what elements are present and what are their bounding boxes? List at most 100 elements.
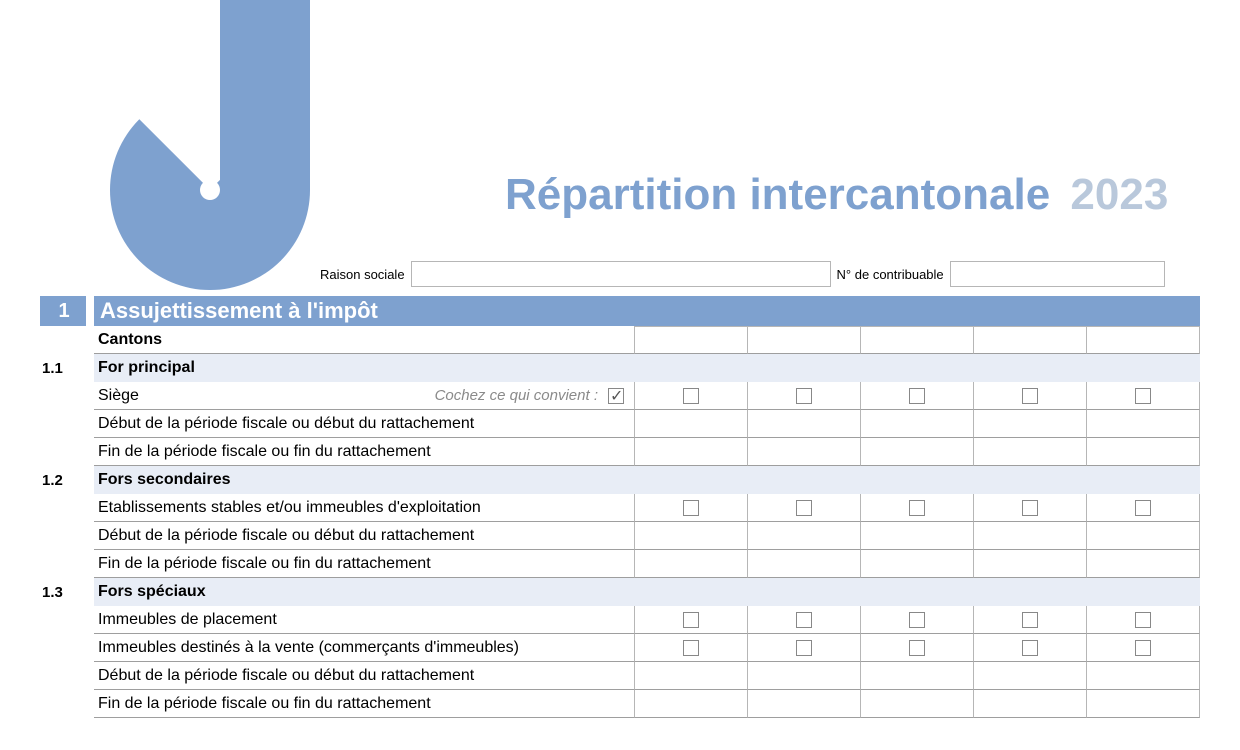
imm-vente-label: Immeubles destinés à la vente (commerçan…	[94, 634, 634, 662]
fin-1-3-label: Fin de la période fiscale ou fin du ratt…	[94, 690, 634, 718]
imm-plac-cell-1	[634, 606, 747, 634]
fin-1-2-cell-5[interactable]	[1086, 550, 1200, 578]
fin-1-1-cell-3[interactable]	[860, 438, 973, 466]
debut-1-1-cell-4[interactable]	[973, 410, 1086, 438]
debut-1-3-label: Début de la période fiscale ou début du …	[94, 662, 634, 690]
debut-1-2-cell-5[interactable]	[1086, 522, 1200, 550]
imm-plac-label: Immeubles de placement	[94, 606, 634, 634]
siege-checkbox-3[interactable]	[909, 388, 925, 404]
etab-cell-5	[1086, 494, 1200, 522]
fin-1-3-cell-2[interactable]	[747, 690, 860, 718]
imm-vente-cell-4	[973, 634, 1086, 662]
imm-vente-checkbox-2[interactable]	[796, 640, 812, 656]
debut-1-2-cell-1[interactable]	[634, 522, 747, 550]
canton-col-1[interactable]	[634, 326, 747, 354]
imm-vente-checkbox-5[interactable]	[1135, 640, 1151, 656]
fin-1-3-cell-5[interactable]	[1086, 690, 1200, 718]
debut-1-3-cell-3[interactable]	[860, 662, 973, 690]
canton-col-4[interactable]	[973, 326, 1086, 354]
debut-1-1-cell-3[interactable]	[860, 410, 973, 438]
logo-letter-j	[110, 0, 310, 290]
imm-vente-checkbox-3[interactable]	[909, 640, 925, 656]
debut-1-3-cell-2[interactable]	[747, 662, 860, 690]
fin-1-1-cell-4[interactable]	[973, 438, 1086, 466]
imm-vente-checkbox-1[interactable]	[683, 640, 699, 656]
siege-hint: Cochez ce qui convient :	[435, 387, 598, 404]
fin-1-2-cell-3[interactable]	[860, 550, 973, 578]
imm-plac-cell-2	[747, 606, 860, 634]
fin-1-2-cell-2[interactable]	[747, 550, 860, 578]
etab-cell-3	[860, 494, 973, 522]
subsection-1-1-num: 1.1	[40, 354, 94, 382]
debut-1-3-cell-1[interactable]	[634, 662, 747, 690]
fin-1-3-cell-3[interactable]	[860, 690, 973, 718]
row-fin-1-3: Fin de la période fiscale ou fin du ratt…	[40, 690, 1200, 718]
title-main: Répartition intercantonale	[505, 170, 1050, 219]
canton-col-5[interactable]	[1086, 326, 1200, 354]
siege-checkbox-2[interactable]	[796, 388, 812, 404]
contribuable-label: N° de contribuable	[837, 267, 944, 282]
imm-vente-cell-3	[860, 634, 973, 662]
debut-1-2-cell-3[interactable]	[860, 522, 973, 550]
fin-1-1-cell-5[interactable]	[1086, 438, 1200, 466]
debut-1-2-cell-2[interactable]	[747, 522, 860, 550]
imm-plac-checkbox-1[interactable]	[683, 612, 699, 628]
imm-plac-checkbox-5[interactable]	[1135, 612, 1151, 628]
imm-vente-cell-1	[634, 634, 747, 662]
fin-1-2-cell-4[interactable]	[973, 550, 1086, 578]
imm-plac-checkbox-3[interactable]	[909, 612, 925, 628]
fin-1-1-cell-2[interactable]	[747, 438, 860, 466]
imm-plac-cell-5	[1086, 606, 1200, 634]
etab-label: Etablissements stables et/ou immeubles d…	[94, 494, 634, 522]
subsection-1-2: 1.2 Fors secondaires	[40, 466, 1200, 494]
imm-plac-cell-3	[860, 606, 973, 634]
fin-1-2-cell-1[interactable]	[634, 550, 747, 578]
siege-label: Siège Cochez ce qui convient :	[94, 382, 634, 410]
fin-1-3-cell-4[interactable]	[973, 690, 1086, 718]
fin-1-1-label: Fin de la période fiscale ou fin du ratt…	[94, 438, 634, 466]
siege-text: Siège	[98, 387, 139, 405]
fin-1-3-cell-1[interactable]	[634, 690, 747, 718]
imm-vente-checkbox-4[interactable]	[1022, 640, 1038, 656]
siege-cell-5	[1086, 382, 1200, 410]
siege-checkbox-5[interactable]	[1135, 388, 1151, 404]
canton-col-3[interactable]	[860, 326, 973, 354]
fin-1-1-cell-1[interactable]	[634, 438, 747, 466]
page-title: Répartition intercantonale 2023	[505, 170, 1205, 220]
cantons-label: Cantons	[94, 326, 634, 354]
canton-col-2[interactable]	[747, 326, 860, 354]
etab-checkbox-5[interactable]	[1135, 500, 1151, 516]
debut-1-3-cell-5[interactable]	[1086, 662, 1200, 690]
contribuable-input[interactable]	[950, 261, 1165, 287]
row-fin-1-2: Fin de la période fiscale ou fin du ratt…	[40, 550, 1200, 578]
debut-1-2-cell-4[interactable]	[973, 522, 1086, 550]
raison-sociale-label: Raison sociale	[320, 267, 405, 282]
row-imm-plac: Immeubles de placement	[40, 606, 1200, 634]
siege-cell-3	[860, 382, 973, 410]
subsection-1-1: 1.1 For principal	[40, 354, 1200, 382]
debut-1-2-label: Début de la période fiscale ou début du …	[94, 522, 634, 550]
section-1-header: 1 Assujettissement à l'impôt	[40, 296, 1200, 326]
imm-plac-checkbox-2[interactable]	[796, 612, 812, 628]
siege-checkbox-1[interactable]	[683, 388, 699, 404]
debut-1-3-cell-4[interactable]	[973, 662, 1086, 690]
subsection-1-2-title: Fors secondaires	[94, 466, 634, 494]
etab-checkbox-1[interactable]	[683, 500, 699, 516]
etab-checkbox-4[interactable]	[1022, 500, 1038, 516]
row-etab: Etablissements stables et/ou immeubles d…	[40, 494, 1200, 522]
debut-1-1-cell-5[interactable]	[1086, 410, 1200, 438]
imm-vente-cell-5	[1086, 634, 1200, 662]
imm-plac-checkbox-4[interactable]	[1022, 612, 1038, 628]
siege-checkbox-main[interactable]	[608, 388, 624, 404]
row-siege: Siège Cochez ce qui convient :	[40, 382, 1200, 410]
debut-1-1-cell-1[interactable]	[634, 410, 747, 438]
etab-checkbox-2[interactable]	[796, 500, 812, 516]
section-1-title: Assujettissement à l'impôt	[94, 296, 1200, 326]
row-imm-vente: Immeubles destinés à la vente (commerçan…	[40, 634, 1200, 662]
subsection-1-3-num: 1.3	[40, 578, 94, 606]
etab-checkbox-3[interactable]	[909, 500, 925, 516]
debut-1-1-cell-2[interactable]	[747, 410, 860, 438]
imm-vente-cell-2	[747, 634, 860, 662]
siege-checkbox-4[interactable]	[1022, 388, 1038, 404]
raison-sociale-input[interactable]	[411, 261, 831, 287]
